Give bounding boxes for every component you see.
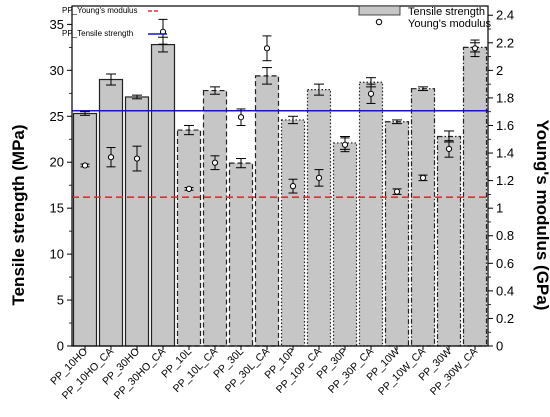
y-tick-label: 25 xyxy=(50,109,64,124)
modulus-marker xyxy=(367,90,375,97)
modulus-marker xyxy=(211,159,219,166)
y2-tick-label: 1.6 xyxy=(496,118,514,133)
y2-tick-label: 1.8 xyxy=(496,90,514,105)
bar-PP_30P xyxy=(332,142,358,347)
modulus-marker xyxy=(393,188,401,195)
y2-tick-label: 1.4 xyxy=(496,146,514,161)
y2-tick-label: 2.2 xyxy=(496,35,514,50)
y2-tick-label: 2.4 xyxy=(496,8,514,23)
y2-axis-title: Young's modulus (GPa) xyxy=(533,120,550,311)
legend-young-label: Young's modulus xyxy=(408,18,492,30)
bar-PP_10W xyxy=(384,121,410,347)
modulus-marker xyxy=(81,162,89,169)
bar-PP_10HO_CA xyxy=(98,78,124,347)
modulus-point-PP_30L_CA xyxy=(262,35,272,62)
modulus-marker xyxy=(445,145,453,153)
y2-tick-label: 0.8 xyxy=(496,228,514,243)
y-tick-label: 15 xyxy=(50,201,64,216)
modulus-point-PP_10HO_CA xyxy=(106,147,116,168)
y2-tick-label: 0 xyxy=(496,339,503,354)
bar-PP_30W xyxy=(436,135,462,347)
modulus-marker xyxy=(133,155,141,162)
legend-tensile-ref-label: PP_Tensile strength xyxy=(62,29,133,38)
y2-tick-label: 2 xyxy=(496,63,503,78)
modulus-point-PP_30L xyxy=(236,108,246,126)
modulus-marker xyxy=(471,45,479,52)
modulus-point-PP_30W xyxy=(444,140,454,158)
tensile-error-bar-PP_30L xyxy=(236,158,246,169)
tensile-error-bar-PP_30L_CA xyxy=(262,67,272,85)
bar-PP_10L_CA xyxy=(202,89,228,347)
modulus-point-PP_10P xyxy=(288,178,298,194)
modulus-point-PP_30HO_CA xyxy=(158,18,168,45)
tensile-error-bar-PP_10P xyxy=(288,115,298,125)
modulus-point-PP_30P_CA xyxy=(366,83,376,104)
bars xyxy=(72,36,488,347)
y-tick-label: 20 xyxy=(50,155,64,170)
tensile-error-bar-PP_10L_CA xyxy=(210,86,220,95)
plot-frame xyxy=(71,5,489,347)
modulus-marker xyxy=(315,174,323,181)
modulus-marker xyxy=(263,45,271,52)
tensile-error-bar-PP_30HO xyxy=(132,94,142,100)
legend-tensile-swatch xyxy=(358,5,401,16)
bar-PP_30L xyxy=(228,162,254,347)
modulus-point-PP_10P_CA xyxy=(314,169,324,187)
modulus-marker xyxy=(107,154,115,161)
bar-PP_30L_CA xyxy=(254,75,280,347)
legend-series: Tensile strength Young's modulus xyxy=(358,5,492,30)
modulus-point-PP_10HO xyxy=(80,162,90,169)
modulus-point-PP_30W_CA xyxy=(470,39,480,58)
tensile-error-bar-PP_10W_CA xyxy=(418,86,428,92)
bar-PP_30HO xyxy=(124,96,150,347)
bar-PP_30P_CA xyxy=(358,81,384,347)
y-tick-label: 30 xyxy=(50,63,64,78)
y-tick-label: 10 xyxy=(50,247,64,262)
y-tick-label: 35 xyxy=(50,17,64,32)
bar-PP_30HO_CA xyxy=(150,43,176,347)
modulus-point-PP_10L_CA xyxy=(210,155,220,171)
y2-tick-label: 1.2 xyxy=(496,173,514,188)
modulus-marker xyxy=(289,183,297,190)
legend-reference-lines: PP_Young's modulus PP_Tensile strength xyxy=(62,6,167,38)
bar-PP_10W_CA xyxy=(410,88,436,347)
bar-PP_10HO xyxy=(72,112,98,347)
modulus-marker xyxy=(237,114,245,121)
modulus-point-PP_30P xyxy=(340,137,350,153)
tensile-error-bar-PP_10P_CA xyxy=(314,83,324,96)
y2-tick-label: 1 xyxy=(496,201,503,216)
tensile-error-bar-PP_10L xyxy=(184,124,194,136)
modulus-point-PP_30HO xyxy=(132,145,142,172)
modulus-markers xyxy=(80,18,480,195)
y-tick-label: 5 xyxy=(57,293,64,308)
modulus-marker xyxy=(419,174,427,181)
legend-young-marker xyxy=(375,18,383,26)
y2-tick-label: 0.4 xyxy=(496,283,514,298)
y-tick-label: 0 xyxy=(57,339,64,354)
bar-PP_10P_CA xyxy=(306,89,332,347)
modulus-point-PP_10W_CA xyxy=(418,174,428,182)
modulus-point-PP_10W xyxy=(392,188,402,195)
bar-PP_10P xyxy=(280,119,306,347)
modulus-marker xyxy=(185,185,193,192)
reference-lines xyxy=(72,109,488,198)
axes xyxy=(67,5,493,350)
modulus-marker xyxy=(341,141,349,148)
y2-tick-label: 0.2 xyxy=(496,311,514,326)
tensile-error-bar-PP_10HO_CA xyxy=(106,73,116,86)
bar-PP_10L xyxy=(176,129,202,347)
modulus-point-PP_10L xyxy=(184,185,194,192)
tensile-error-bar-PP_10W xyxy=(392,119,402,125)
tensile-error-bar-PP_10HO xyxy=(80,111,90,116)
y-axis-title: Tensile strength (MPa) xyxy=(9,124,28,305)
legend-tensile-label: Tensile strength xyxy=(408,6,485,18)
y2-tick-label: 0.6 xyxy=(496,256,514,271)
legend-young-ref-label: PP_Young's modulus xyxy=(62,6,138,15)
